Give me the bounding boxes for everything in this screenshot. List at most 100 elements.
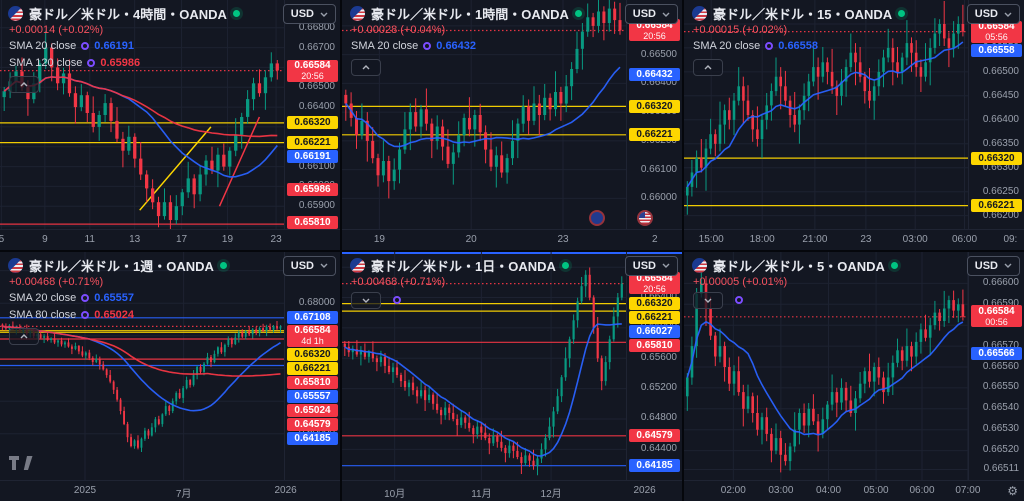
chevron-up-icon [20, 333, 28, 338]
price-label[interactable]: 0.66221 [629, 310, 680, 324]
price-tick: 0.64800 [640, 412, 677, 424]
price-scale[interactable]: 0.668000.667000.666000.665000.664000.663… [284, 0, 340, 231]
legend-sma120-row[interactable]: SMA 120 close 0.65986 [9, 56, 240, 70]
candlestick-plot[interactable] [0, 0, 285, 230]
price-label[interactable]: 0.66584 20:56 [629, 19, 680, 42]
price-tick: 0.65600 [640, 351, 677, 363]
chevron-up-icon [362, 65, 370, 70]
price-label[interactable]: 0.66584 20:56 [287, 59, 338, 82]
legend-sma80-row[interactable]: SMA 80 close 0.65024 [9, 308, 227, 322]
price-label[interactable]: 0.64185 [287, 431, 338, 445]
price-tick: 0.66500 [298, 81, 335, 93]
time-axis[interactable]: 5 9 11 13 17 19 23 [0, 228, 340, 250]
time-axis[interactable]: 2025 7月 2026 [0, 480, 340, 501]
price-label[interactable]: 0.66221 [629, 128, 680, 142]
currency-dropdown[interactable]: USD [966, 4, 1020, 24]
time-axis[interactable]: 15:00 18:00 21:00 23 03:00 06:00 09: [684, 228, 1024, 250]
price-tick: 0.66550 [982, 381, 1019, 393]
chart-title[interactable]: 豪ドル／米ドル・1週・OANDA [29, 258, 214, 274]
legend-collapse-button[interactable] [693, 59, 723, 76]
chart-title[interactable]: 豪ドル／米ドル・1時間・OANDA [371, 7, 569, 22]
price-label[interactable]: 0.66221 [287, 361, 338, 375]
price-label[interactable]: 0.65810 [287, 375, 338, 389]
price-label[interactable]: 0.66584 4d 1h [287, 324, 338, 347]
sma-value: 0.65986 [100, 57, 141, 69]
price-tick: 0.66250 [982, 185, 1019, 197]
legend-collapse-button[interactable] [9, 327, 39, 345]
chart-title[interactable]: 豪ドル／米ドル・5・OANDA [713, 258, 885, 274]
time-axis-label: 23 [270, 233, 282, 245]
price-label[interactable]: 0.66320 [629, 99, 680, 113]
chevron-down-icon [362, 298, 370, 303]
currency-dropdown[interactable]: USD [624, 255, 678, 276]
time-axis[interactable]: 02:00 03:00 04:00 05:00 06:00 07:00 ⚙ [684, 480, 1024, 501]
sma-name: SMA 80 close [9, 308, 77, 321]
price-tick: 0.66500 [982, 65, 1019, 77]
time-axis-label: 03:00 [768, 485, 794, 496]
price-label[interactable]: 0.66221 [287, 136, 338, 150]
price-label[interactable]: 0.65810 [629, 338, 680, 352]
time-axis-label: 19 [221, 233, 234, 245]
candles [686, 268, 965, 472]
price-label[interactable]: 0.66191 [287, 150, 338, 164]
chart-title[interactable]: 豪ドル／米ドル・4時間・OANDA [29, 7, 227, 22]
price-tick: 0.66200 [982, 209, 1019, 221]
price-label[interactable]: 0.65986 [287, 182, 338, 196]
legend-sma20-row[interactable]: SMA 20 close 0.66432 [351, 39, 582, 53]
price-scale[interactable]: 0.666000.665500.665000.664500.664000.663… [968, 0, 1024, 230]
time-axis-label: 2 [652, 233, 658, 245]
time-axis-label: 12月 [540, 489, 562, 500]
legend-expand-button[interactable] [693, 291, 723, 309]
price-label[interactable]: 0.66320 [971, 151, 1022, 165]
candlestick-plot[interactable] [684, 251, 969, 482]
price-label[interactable]: 0.66432 [629, 67, 680, 81]
time-axis-label: 2026 [633, 485, 656, 496]
currency-dropdown[interactable]: USD [966, 255, 1020, 276]
economic-event-au-flag-icon[interactable] [589, 209, 605, 226]
price-scale[interactable]: 0.666000.665900.665800.665700.665600.665… [968, 251, 1024, 481]
legend-expand-button[interactable] [351, 291, 381, 309]
price-label[interactable]: 0.66584 00:56 [971, 305, 1022, 328]
price-label[interactable]: 0.66558 [971, 43, 1022, 57]
price-label[interactable]: 0.65557 [287, 389, 338, 403]
price-scale[interactable]: 0.668000.664000.660000.656000.652000.648… [626, 251, 682, 481]
price-label[interactable]: 0.66221 [971, 199, 1022, 213]
time-axis[interactable]: 19 20 23 2 [342, 228, 682, 250]
price-label[interactable]: 0.66566 [971, 347, 1022, 361]
price-scale[interactable]: 0.700000.680000.660000.640000.620000.600… [284, 251, 340, 481]
price-label[interactable]: 0.66027 [629, 324, 680, 338]
currency-dropdown[interactable]: USD [282, 4, 336, 24]
price-label[interactable]: 0.64579 [287, 417, 338, 431]
currency-dropdown[interactable]: USD [624, 4, 678, 24]
time-axis[interactable]: 10月 11月 12月 2026 [342, 480, 682, 501]
price-label[interactable]: 0.66320 [629, 296, 680, 310]
legend-sma20-row[interactable]: SMA 20 close 0.65557 [9, 291, 227, 305]
chart-title[interactable]: 豪ドル／米ドル・1日・OANDA [371, 258, 556, 274]
price-label[interactable]: 0.66320 [287, 347, 338, 361]
tradingview-logo[interactable] [9, 456, 33, 475]
axis-settings-gear-icon[interactable]: ⚙ [1007, 484, 1018, 498]
legend-collapse-button[interactable] [9, 76, 39, 93]
price-label[interactable]: 0.64185 [629, 458, 680, 472]
price-label[interactable]: 0.66584 20:56 [629, 272, 680, 295]
price-label[interactable]: 0.66320 [287, 116, 338, 130]
candlestick-plot[interactable] [342, 251, 627, 482]
price-label[interactable]: 0.66584 05:56 [971, 20, 1022, 43]
legend-sma20-row[interactable]: SMA 20 close 0.66191 [9, 39, 240, 53]
candlestick-plot[interactable] [0, 251, 285, 482]
price-label[interactable]: 0.67108 [287, 310, 338, 324]
price-label[interactable]: 0.65024 [287, 403, 338, 417]
currency-dropdown[interactable]: USD [282, 255, 336, 276]
legend-collapse-button[interactable] [351, 59, 381, 76]
price-tick: 0.66700 [298, 41, 335, 53]
candlestick-plot[interactable] [684, 0, 969, 230]
price-scale[interactable]: 0.666000.665000.664000.663000.662000.661… [626, 0, 682, 230]
legend-sma20-row[interactable]: SMA 20 close 0.66558 [693, 39, 905, 53]
price-tick: 0.66100 [298, 160, 335, 172]
candlestick-plot[interactable] [342, 0, 627, 230]
price-label[interactable]: 0.65810 [287, 216, 338, 229]
economic-event-us-flag-icon[interactable] [636, 209, 653, 226]
price-label[interactable]: 0.64579 [629, 428, 680, 442]
chart-title[interactable]: 豪ドル／米ドル・15・OANDA [713, 7, 893, 22]
